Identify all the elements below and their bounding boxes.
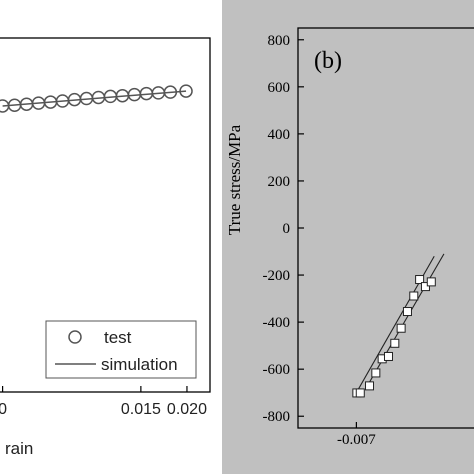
legend-box	[45, 320, 197, 379]
chart-b-data-point	[371, 368, 381, 378]
chart-a-test-point	[163, 85, 178, 99]
chart-b-svg: (b) True stress/MPa 800 600 400 200 0 -200 -40…	[225, 27, 474, 448]
chart-a-svg: 0 0.015 0.020 test simulation rain	[0, 37, 211, 458]
chart-a-x-tick-label: 0.015	[121, 401, 161, 418]
chart-b-data-point	[415, 275, 425, 285]
chart-panel-b: (b) True stress/MPa 800 600 400 200 0 -200 -40…	[222, 0, 474, 474]
chart-b-y-tick-label: 0	[283, 221, 291, 237]
chart-a-test-point	[179, 84, 193, 98]
chart-b-y-tick-label: -800	[263, 409, 291, 425]
chart-a-x-tick-label: 0	[0, 401, 7, 418]
chart-b-fit-line	[365, 253, 445, 389]
chart-b-y-tick-label: -600	[263, 362, 291, 378]
chart-b-ylabel: True stress/MPa	[225, 124, 244, 235]
chart-a-legend: test simulation	[45, 320, 197, 379]
legend-simulation-label: simulation	[101, 355, 178, 374]
chart-b-panel-label: (b)	[314, 48, 342, 74]
chart-b-data-point	[420, 282, 430, 292]
chart-b-y-tick-label: 200	[268, 174, 291, 190]
chart-b-x-tick-label: -0.007	[337, 432, 376, 448]
chart-b-data-point	[365, 381, 375, 391]
chart-b-y-tick-label: 400	[268, 127, 291, 143]
chart-b-data-point	[426, 277, 436, 287]
chart-a-xlabel: rain	[5, 439, 33, 458]
chart-a-plot-frame	[0, 37, 211, 393]
chart-b-plot-frame	[297, 27, 474, 429]
chart-b-y-tick-label: -400	[263, 315, 291, 331]
chart-b-data-point	[355, 388, 365, 398]
chart-b-data-point	[396, 323, 406, 333]
chart-b-data-point	[390, 338, 400, 348]
chart-b-y-tick-label: 600	[268, 80, 291, 96]
chart-b-data-point	[402, 307, 412, 317]
chart-b-y-tick-label: 800	[268, 33, 291, 49]
chart-b-y-tick-label: -200	[263, 268, 291, 284]
chart-b-data-point	[409, 291, 419, 301]
chart-panel-a: 0 0.015 0.020 test simulation rain	[0, 0, 222, 474]
legend-test-marker-icon	[68, 330, 82, 344]
chart-a-x-tick-label: 0.020	[167, 401, 207, 418]
chart-b-data-point	[383, 351, 393, 361]
legend-test-label: test	[104, 328, 132, 347]
